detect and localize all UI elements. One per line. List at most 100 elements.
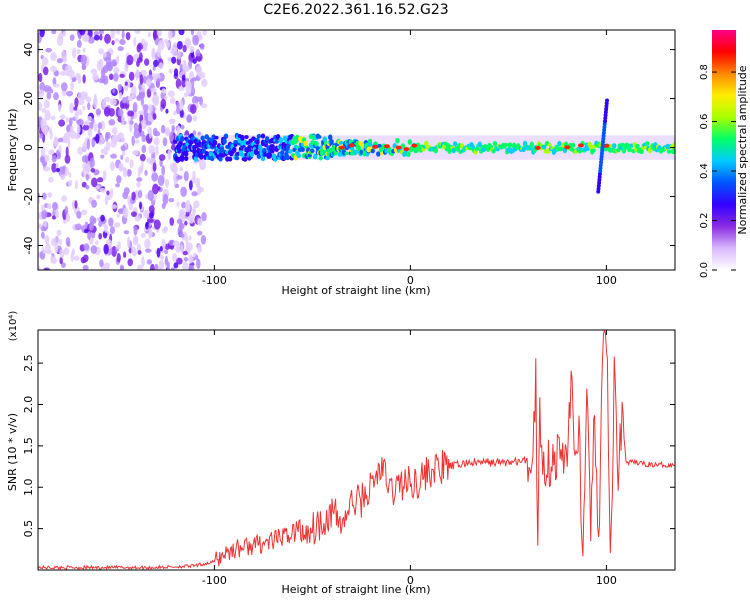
heatmap-cell [120,145,126,152]
heatmap-cell [183,151,189,157]
heatmap-cell [193,200,200,209]
y-tick-label: 2.5 [22,354,35,372]
heatmap-cell [86,138,90,150]
heatmap-cell [144,248,152,253]
heatmap-cell [183,170,189,182]
heatmap-cell [121,30,125,40]
heatmap-cell [63,132,70,144]
heatmap-cell [195,177,201,189]
heatmap-cell [98,48,105,55]
heatmap-cell [167,90,175,98]
heatmap-cell [65,236,71,246]
heatmap-cell [162,227,168,234]
heatmap-cell [310,148,315,153]
heatmap-cell [102,170,107,181]
x-tick-label: -100 [202,274,227,287]
heatmap-cell [85,173,90,181]
heatmap-cell [166,261,170,270]
heatmap-cell [69,102,75,114]
heatmap-cell [186,114,193,123]
heatmap-cell [190,104,197,114]
heatmap-cell [163,193,168,201]
heatmap-cell [152,94,160,105]
heatmap-cell [414,146,419,153]
heatmap-cell [256,133,262,139]
heatmap-cell [197,217,203,227]
heatmap-cell [163,128,171,135]
heatmap-cell [372,144,379,149]
heatmap-cell [72,47,77,59]
heatmap-cell [81,181,87,188]
heatmap-cell [46,86,52,91]
heatmap-cell [158,154,166,161]
heatmap-cell [177,225,183,237]
heatmap-cell [134,215,141,222]
heatmap-cell [600,142,605,147]
y-tick-label: 20 [22,92,35,106]
heatmap-cell [191,191,199,197]
heatmap-cell [98,232,103,240]
heatmap-cell [188,81,192,90]
heatmap-cell [138,110,146,115]
heatmap-cell [164,178,170,188]
heatmap-cell [38,72,43,83]
heatmap-cell [165,41,170,48]
heatmap-cell [197,185,202,196]
heatmap-cell [164,95,168,101]
heatmap-cell [598,169,603,174]
heatmap-cell [124,81,128,86]
snr-series-line [38,330,675,570]
heatmap-cell [110,153,117,159]
heatmap-cell [411,143,418,148]
heatmap-cell [140,232,147,238]
heatmap-cell [60,70,67,76]
heatmap-cell [119,39,126,46]
heatmap-cell [274,139,279,144]
heatmap-cell [383,144,390,149]
heatmap-cell [66,124,71,132]
heatmap-cell [143,42,148,48]
x-tick-label: 100 [596,274,617,287]
heatmap-cell [93,123,98,132]
heatmap-cell [564,145,571,150]
heatmap-cell [192,115,197,122]
heatmap-cell [71,77,76,83]
heatmap-cell [68,117,73,127]
heatmap-cell [192,34,200,46]
heatmap-cell [244,134,249,139]
heatmap-cell [142,104,149,112]
heatmap-cell [395,145,402,150]
heatmap-cell [53,136,59,148]
heatmap-cell [42,124,48,136]
heatmap-cell [395,137,400,144]
heatmap-cell [47,192,53,198]
heatmap-cell [68,171,72,178]
colorbar-tick-label: 0.0 [699,262,710,278]
heatmap-cell [133,37,137,47]
heatmap-cell [131,135,135,146]
heatmap-cell [591,148,596,153]
heatmap-cell [600,148,605,153]
heatmap-cell [102,52,107,58]
heatmap-cell [602,124,607,129]
heatmap-cell [115,30,121,35]
heatmap-cell [603,110,608,115]
heatmap-cell [97,122,103,130]
heatmap-cell [144,238,151,249]
heatmap-cell [46,203,52,210]
heatmap-cell [148,205,155,214]
heatmap-cell [185,199,191,211]
heatmap-cell [596,189,601,194]
heatmap-cell [190,30,195,36]
snr-ticks: -100 0 100 0.5 1.0 1.5 2.0 2.5 [22,330,675,587]
heatmap-cell [113,72,119,82]
heatmap-cell [195,65,203,77]
heatmap-cell [151,47,156,59]
heatmap-cell [105,141,111,151]
heatmap-cell [134,139,140,144]
heatmap-cell [125,31,131,41]
heatmap-cell [635,143,640,150]
heatmap-cell [123,230,130,235]
heatmap-cell [178,100,184,111]
heatmap-cell [99,187,107,193]
